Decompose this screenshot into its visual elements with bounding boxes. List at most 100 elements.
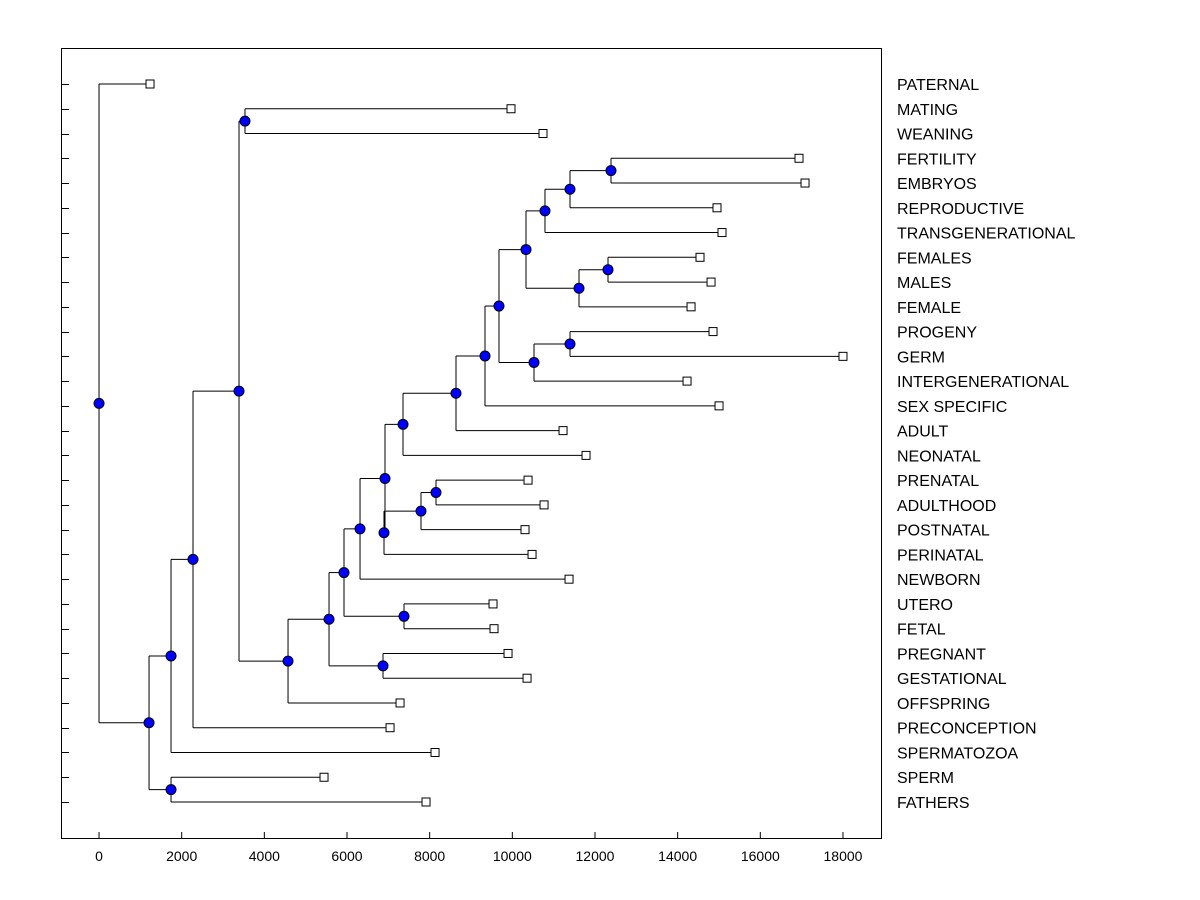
leaf-marker [564,574,574,584]
leaf-marker [695,252,705,262]
leaf-label: INTERGENERATIONAL [897,374,1069,391]
x-axis: 0 2000 4000 6000 8000 10000 12000 14000 16000 180… [95,832,863,864]
leaf-marker [527,549,537,559]
node-marker [479,350,491,362]
node-marker [338,567,350,579]
node-marker [187,553,199,565]
leaf-marker [489,624,499,634]
x-tick-label: 8000 [414,848,445,864]
node-marker [379,473,391,485]
node-marker [398,610,410,622]
leaf-marker [430,747,440,757]
leaf-label: FEMALE [897,300,961,317]
x-tick-label: 4000 [249,848,280,864]
leaf-label: ADULTHOOD [897,498,996,515]
leaf-label: MATING [897,102,958,119]
x-tick-label: 0 [95,848,103,864]
leaf-marker [385,723,395,733]
leaf-label: FEMALES [897,250,972,267]
leaf-marker [520,525,530,535]
leaf-label: SPERMATOZOA [897,745,1019,762]
node-marker [564,183,576,195]
leaf-marker [581,450,591,460]
node-marker [564,338,576,350]
leaf-label: PRECONCEPTION [897,721,1037,738]
node-marker [165,784,177,796]
leaf-label: SEX SPECIFIC [897,399,1007,416]
x-tick-label: 12000 [576,848,615,864]
leaf-marker [503,648,513,658]
leaf-marker [714,401,724,411]
leaf-marker [319,772,329,782]
node-marker [377,660,389,672]
leaf-label: FETAL [897,622,946,639]
leaf-labels: PATERNAL MATING WEANING FERTILITY EMBRYOS REP… [897,77,1076,812]
node-marker [93,397,105,409]
leaf-label: ADULT [897,424,948,441]
leaf-marker [712,203,722,213]
node-marker [165,650,177,662]
x-tick-label: 18000 [824,848,863,864]
leaf-label: PRENATAL [897,473,979,490]
leaf-label: PERINATAL [897,547,984,564]
leaf-label: NEWBORN [897,572,981,589]
leaf-label: NEONATAL [897,448,981,465]
leaf-label: EMBRYOS [897,176,977,193]
plot-frame [61,48,882,839]
node-marker [430,487,442,499]
leaf-marker [706,277,716,287]
leaf-label: UTERO [897,597,953,614]
x-tick-label: 10000 [493,848,532,864]
node-marker [605,165,617,177]
leaf-marker [522,673,532,683]
tree-marks [93,79,848,807]
leaf-marker [558,426,568,436]
node-marker [397,418,409,430]
leaf-marker [717,228,727,238]
leaf-marker [682,376,692,386]
leaf-label: REPRODUCTIVE [897,201,1024,218]
leaf-marker [538,129,548,139]
node-marker [282,655,294,667]
leaf-marker [800,178,810,188]
node-marker [323,613,335,625]
leaf-label: PREGNANT [897,646,986,663]
node-marker [528,357,540,369]
leaf-label: FERTILITY [897,151,977,168]
leaf-label: GESTATIONAL [897,671,1007,688]
leaf-marker [145,79,155,89]
node-marker [573,282,585,294]
leaf-label: SPERM [897,770,954,787]
leaf-marker [708,327,718,337]
node-marker [239,115,251,127]
node-marker [602,264,614,276]
leaf-marker [838,351,848,361]
node-marker [378,527,390,539]
x-tick-label: 2000 [166,848,197,864]
leaf-marker [794,153,804,163]
node-marker [233,385,245,397]
leaf-marker [395,698,405,708]
tree-links [98,83,843,803]
node-marker [539,205,551,217]
leaf-marker [421,797,431,807]
leaf-marker [523,475,533,485]
node-marker [354,523,366,535]
y-ticks [61,84,69,803]
node-marker [143,717,155,729]
leaf-marker [539,500,549,510]
leaf-label: WEANING [897,127,973,144]
x-tick-label: 6000 [331,848,362,864]
leaf-marker [488,599,498,609]
node-marker [450,387,462,399]
leaf-label: TRANSGENERATIONAL [897,226,1076,243]
leaf-label: POSTNATAL [897,523,990,540]
leaf-marker [506,104,516,114]
x-tick-label: 16000 [741,848,780,864]
x-tick-label: 14000 [658,848,697,864]
node-marker [493,300,505,312]
leaf-label: MALES [897,275,951,292]
leaf-marker [686,302,696,312]
leaf-label: PATERNAL [897,77,979,94]
